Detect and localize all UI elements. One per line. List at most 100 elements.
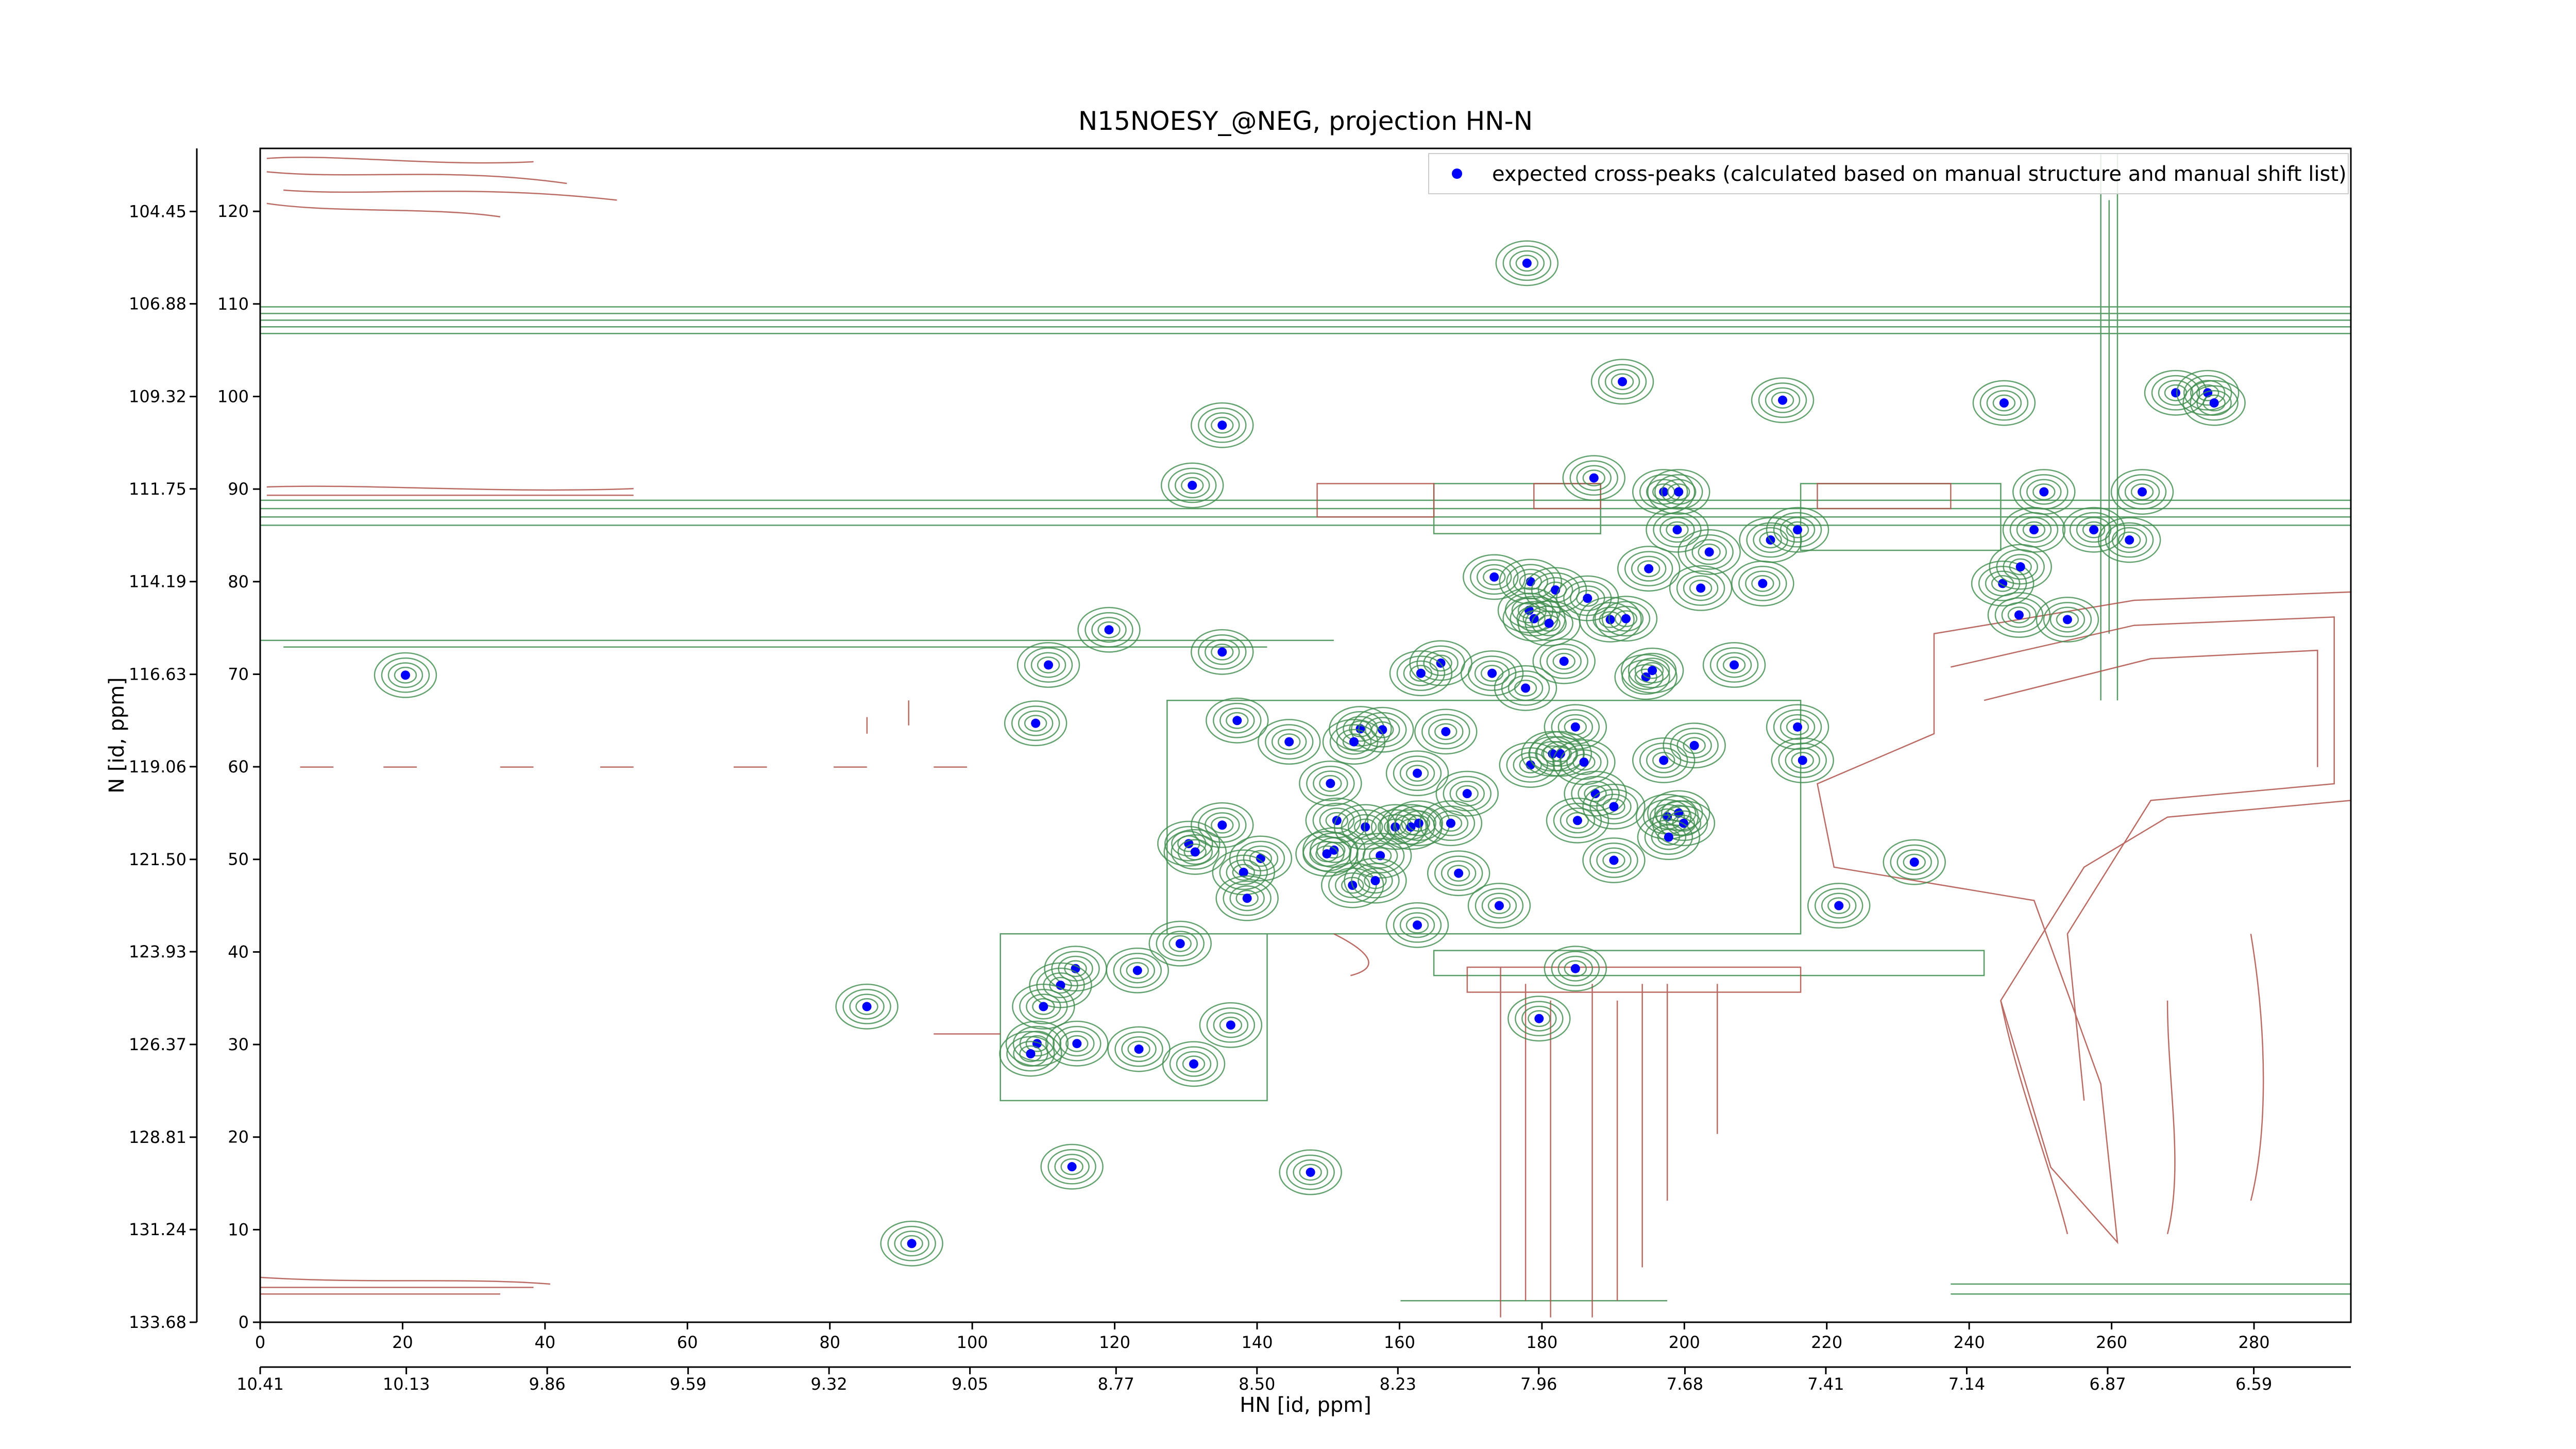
contour-ring — [1572, 753, 1596, 771]
cross-peak — [1232, 716, 1242, 726]
contour-ring — [1271, 729, 1307, 755]
cross-peak — [1414, 818, 1423, 828]
contour-ring — [1660, 479, 1697, 505]
contour-ring — [1302, 836, 1351, 872]
contour-ring — [1176, 1051, 1212, 1077]
contour-ring — [1972, 380, 2036, 426]
y2-tick-label: 126.37 — [129, 1035, 187, 1054]
contour-ring — [2151, 375, 2200, 411]
contour-ring — [2176, 369, 2240, 416]
contour-ring — [1353, 818, 1377, 836]
contour-ring — [1576, 589, 1599, 607]
contour-ring — [1477, 564, 1512, 590]
contour-ring — [1171, 831, 1207, 857]
contour-ring — [1698, 543, 1721, 561]
contour-ring — [1097, 621, 1121, 638]
cross-peak — [1067, 1162, 1077, 1172]
contour-ring — [1519, 573, 1543, 591]
contour-ring — [887, 1225, 936, 1261]
contour-ring — [374, 652, 437, 698]
cross-peak — [1793, 722, 1803, 732]
contour-ring — [1896, 849, 1932, 875]
y-tick-label: 0 — [239, 1312, 249, 1332]
contour-ring — [1433, 810, 1469, 836]
contour-ring — [1213, 1012, 1249, 1038]
contour-ring — [1040, 1143, 1104, 1190]
contour-ring — [1198, 407, 1247, 443]
contour-ring — [1560, 807, 1596, 834]
contour-ring — [1745, 570, 1781, 597]
contour-ring — [1348, 833, 1412, 879]
contour-ring — [1198, 634, 1247, 670]
contour-ring — [1564, 770, 1627, 817]
contour-ring — [1409, 665, 1433, 682]
contour-ring — [1691, 539, 1727, 565]
y2-tick-label: 104.45 — [129, 201, 187, 221]
contour-ring — [2056, 611, 2079, 628]
contour-ring — [1677, 529, 1741, 575]
contour-ring — [1778, 743, 1827, 778]
contour-ring — [1293, 1159, 1328, 1185]
contour-ring — [1428, 718, 1464, 745]
contour-ring — [1637, 560, 1660, 577]
cross-peak — [1544, 618, 1554, 628]
contour-ring — [1328, 867, 1377, 903]
cross-peak — [2171, 388, 2180, 398]
contour-ring — [1786, 718, 1809, 736]
cross-peak — [1189, 1059, 1199, 1069]
contour-ring — [2196, 390, 2232, 416]
cross-peak — [1370, 876, 1380, 886]
contour-ring — [1531, 610, 1567, 636]
contour-ring — [1569, 460, 1619, 496]
cross-peak — [1555, 749, 1565, 759]
y-tick-label: 30 — [228, 1035, 249, 1054]
contour-ring — [1460, 650, 1524, 697]
cross-peak — [1489, 572, 1499, 582]
cross-peak — [1446, 818, 1455, 828]
contour-ring — [1507, 996, 1571, 1042]
contour-ring — [1342, 733, 1366, 750]
green-streaks — [260, 154, 2351, 1301]
y-tick-label: 40 — [228, 942, 249, 962]
cross-peak — [1579, 757, 1589, 767]
contour-ring — [1037, 656, 1060, 673]
contour-ring — [1206, 697, 1269, 744]
contour-ring — [1434, 855, 1483, 891]
contour-ring — [1403, 660, 1439, 686]
contour-ring — [1423, 650, 1459, 676]
contour-ring — [2111, 527, 2147, 553]
contour-ring — [1624, 551, 1673, 586]
x-tick-label: 40 — [535, 1333, 556, 1352]
cross-peak — [1522, 258, 1532, 268]
x-tick-label: 120 — [1099, 1333, 1130, 1352]
contour-ring — [1447, 865, 1470, 882]
x-tick-label: 80 — [819, 1333, 840, 1352]
cross-peak — [1326, 779, 1335, 788]
cross-peak — [2014, 610, 2024, 620]
contour-ring — [894, 1231, 929, 1257]
contour-ring — [2062, 507, 2126, 553]
contour-ring — [1667, 483, 1690, 500]
cross-peak — [1256, 853, 1265, 863]
cross-peak — [1704, 547, 1714, 557]
contour-ring — [2043, 602, 2092, 637]
contour-ring — [1226, 859, 1262, 885]
contour-ring — [1632, 737, 1696, 783]
cross-peak — [1039, 1002, 1048, 1012]
contour-ring — [1519, 756, 1543, 773]
contour-ring — [2124, 479, 2160, 505]
y2-tick-label: 121.50 — [129, 850, 187, 869]
cross-peak — [1188, 480, 1197, 490]
plot-frame — [259, 147, 2352, 1323]
contour-ring — [1709, 647, 1759, 683]
contour-ring — [1785, 747, 1820, 773]
contour-ring — [1113, 952, 1162, 988]
cross-peak — [1104, 625, 1114, 635]
x-tick-label: 240 — [1954, 1333, 1985, 1352]
contour-ring — [1343, 716, 1378, 742]
cross-peak — [2039, 487, 2049, 497]
contour-ring — [1401, 810, 1437, 836]
contour-ring — [1025, 1035, 1049, 1052]
cross-peak — [1648, 666, 1657, 676]
contour-ring — [1602, 852, 1625, 869]
